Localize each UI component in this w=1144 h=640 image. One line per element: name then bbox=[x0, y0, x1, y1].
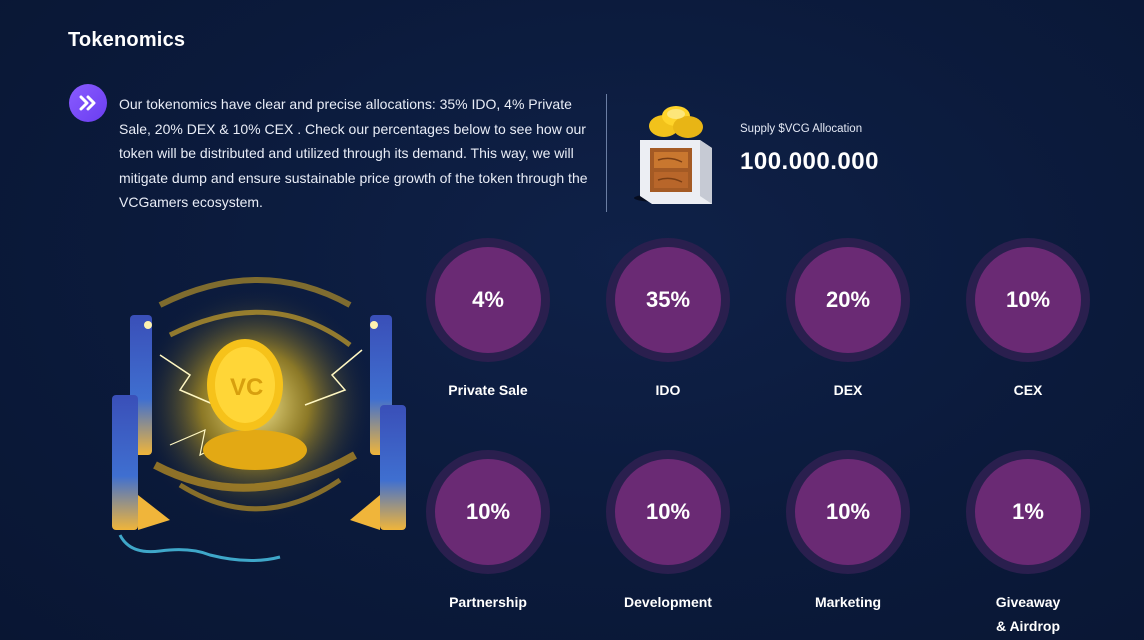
allocation-label: Private Sale bbox=[448, 382, 528, 398]
allocation-label: CEX bbox=[1013, 382, 1043, 398]
allocation-ring: 1% bbox=[966, 450, 1090, 574]
allocation-giveaway-airdrop: 1% Giveaway & Airdrop bbox=[938, 450, 1118, 638]
allocation-percent: 10% bbox=[795, 459, 901, 565]
allocation-marketing: 10% Marketing bbox=[758, 450, 938, 614]
treasure-chest-icon bbox=[630, 100, 730, 210]
divider bbox=[606, 94, 607, 212]
allocation-ring: 35% bbox=[606, 238, 730, 362]
allocation-dex: 20% DEX bbox=[758, 238, 938, 402]
allocation-percent: 10% bbox=[435, 459, 541, 565]
allocation-ring: 10% bbox=[606, 450, 730, 574]
allocation-label: Partnership bbox=[449, 594, 527, 610]
allocation-cex: 10% CEX bbox=[938, 238, 1118, 402]
allocation-label: DEX bbox=[833, 382, 863, 398]
allocation-ring: 10% bbox=[966, 238, 1090, 362]
allocation-label: Marketing bbox=[814, 594, 882, 610]
allocation-percent: 35% bbox=[615, 247, 721, 353]
double-chevron-right-icon bbox=[69, 84, 107, 122]
allocation-ring: 20% bbox=[786, 238, 910, 362]
supply-value: 100.000.000 bbox=[740, 148, 879, 175]
allocation-percent: 20% bbox=[795, 247, 901, 353]
allocation-private-sale: 4% Private Sale bbox=[398, 238, 578, 402]
svg-text:VC: VC bbox=[230, 374, 263, 401]
intro-paragraph: Our tokenomics have clear and precise al… bbox=[119, 96, 588, 210]
allocation-percent: 1% bbox=[975, 459, 1081, 565]
allocation-label: IDO bbox=[655, 382, 681, 398]
page-title: Tokenomics bbox=[68, 29, 186, 51]
allocation-label: Development bbox=[624, 594, 712, 610]
allocation-percent: 10% bbox=[615, 459, 721, 565]
allocation-development: 10% Development bbox=[578, 450, 758, 614]
allocation-label: Giveaway & Airdrop bbox=[995, 594, 1061, 634]
allocation-partnership: 10% Partnership bbox=[398, 450, 578, 614]
allocation-ring: 10% bbox=[426, 450, 550, 574]
allocation-ring: 4% bbox=[426, 238, 550, 362]
allocation-ido: 35% IDO bbox=[578, 238, 758, 402]
allocation-percent: 4% bbox=[435, 247, 541, 353]
supply-label: Supply $VCG Allocation bbox=[740, 123, 863, 135]
allocation-ring: 10% bbox=[786, 450, 910, 574]
vc-coin-portal-icon: VC bbox=[100, 265, 410, 575]
allocation-percent: 10% bbox=[975, 247, 1081, 353]
